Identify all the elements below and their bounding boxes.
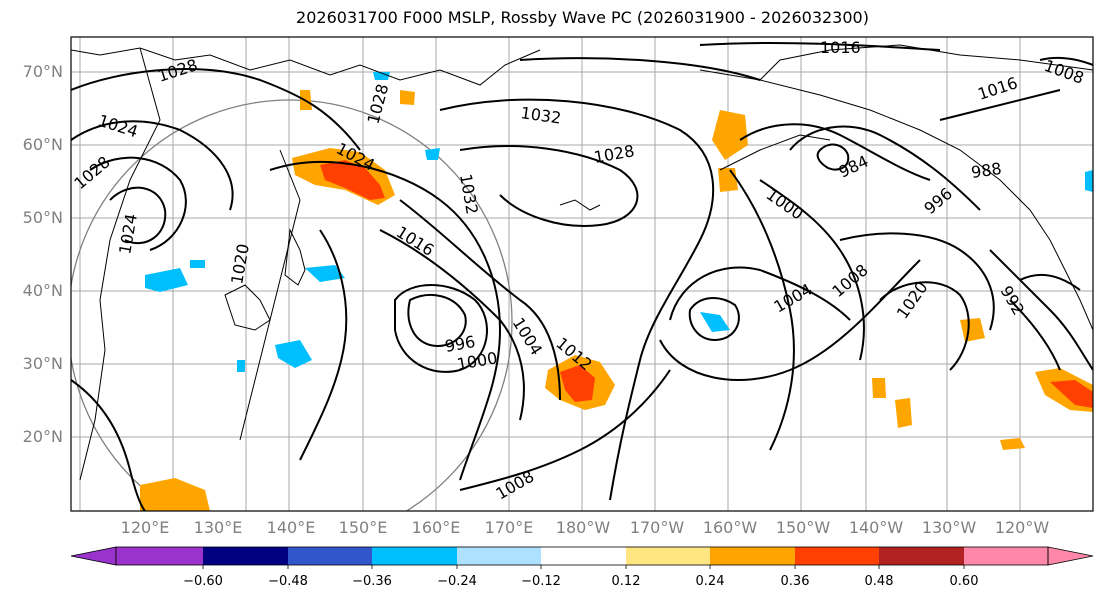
lon-label-140e: 140°E — [266, 518, 316, 537]
contour-label: 1024 — [96, 111, 141, 142]
lat-label-50n: 50°N — [22, 208, 63, 227]
contour-labels: 1028 1024 1028 1024 1028 1032 1028 1016 … — [70, 38, 1086, 504]
colorbar-tick: 0.60 — [949, 574, 979, 589]
graticule — [71, 37, 1093, 511]
lon-label-140w: 140°W — [848, 518, 904, 537]
colorbar-tick: −0.60 — [183, 574, 223, 589]
lon-label-120w: 120°W — [994, 518, 1050, 537]
lon-label-160w: 160°W — [702, 518, 758, 537]
lon-label-120e: 120°E — [120, 518, 170, 537]
lat-label-30n: 30°N — [22, 354, 63, 373]
lon-label-150w: 150°W — [775, 518, 831, 537]
figure-title: 2026031700 F000 MSLP, Rossby Wave PC (20… — [296, 8, 869, 27]
contour-label: 988 — [970, 159, 1003, 182]
colorbar-tick: −0.12 — [521, 574, 561, 589]
contour-label: 1020 — [227, 242, 253, 285]
contour-label: 1016 — [820, 38, 861, 57]
lat-label-60n: 60°N — [22, 135, 63, 154]
lon-label-150e: 150°E — [338, 518, 388, 537]
contour-label: 1028 — [155, 55, 200, 86]
coastlines — [71, 44, 1093, 481]
colorbar-tick: −0.24 — [437, 574, 477, 589]
contour-label: 1016 — [393, 222, 438, 260]
contour-label: 1008 — [493, 467, 538, 504]
contour-label: 1016 — [975, 73, 1020, 104]
contour-label: 1032 — [456, 172, 482, 215]
isobars — [71, 41, 1093, 511]
colorbar-tick: 0.24 — [695, 574, 725, 589]
colorbar-tick: 0.36 — [780, 574, 810, 589]
contour-label: 1032 — [519, 103, 562, 127]
contour-label: 1004 — [771, 280, 816, 317]
lon-label-180w: 180°W — [555, 518, 611, 537]
map-frame — [70, 36, 1094, 512]
contour-label: 1028 — [364, 82, 393, 126]
anomaly-shading — [140, 72, 1093, 511]
lon-label-170w: 170°W — [629, 518, 685, 537]
contour-label: 1020 — [893, 278, 932, 322]
lon-label-130e: 130°E — [193, 518, 243, 537]
colorbar-tick: −0.48 — [268, 574, 308, 589]
lat-label-20n: 20°N — [22, 427, 63, 446]
colorbar-tick: 0.12 — [611, 574, 641, 589]
colorbar — [70, 546, 1094, 569]
colorbar-tick: −0.36 — [352, 574, 392, 589]
range-ring — [71, 99, 513, 511]
lat-label-70n: 70°N — [22, 62, 63, 81]
colorbar-tick: 0.48 — [864, 574, 894, 589]
contour-label: 1028 — [70, 152, 113, 193]
contour-label: 996 — [920, 184, 956, 218]
lon-label-160e: 160°E — [411, 518, 461, 537]
lat-label-40n: 40°N — [22, 281, 63, 300]
lon-label-130w: 130°W — [921, 518, 977, 537]
lon-label-170e: 170°E — [484, 518, 534, 537]
contour-label: 1024 — [115, 212, 141, 255]
